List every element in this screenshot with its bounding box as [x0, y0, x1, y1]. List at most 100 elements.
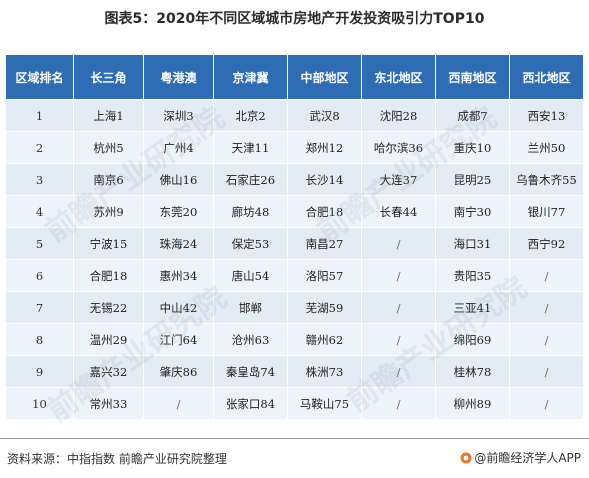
city-cell: 无锡22	[73, 291, 144, 324]
city-cell: 洛阳57	[287, 259, 362, 292]
city-cell: 乌鲁木齐55	[509, 163, 584, 196]
city-cell: 中山42	[143, 291, 214, 324]
city-cell: 嘉兴32	[73, 355, 144, 388]
table-row: 8 温州29 江门64 沧州63 赣州62/绵阳69/	[5, 323, 584, 356]
qianzhan-logo-icon	[460, 452, 472, 464]
city-cell: 东莞20	[143, 195, 214, 228]
ranking-table: 区域排名 长三角 粤港澳 京津冀 中部地区 东北地区 西南地区 西北地区 1 上海…	[5, 54, 584, 420]
rank-cell: 3	[5, 163, 74, 196]
table-row: 1 上海1 深圳3 北京2 武汉8 沈阳28 成都7 西安13	[5, 99, 584, 132]
chart-title: 图表5：2020年不同区域城市房地产开发投资吸引力TOP10	[104, 11, 485, 27]
city-cell: 唐山54	[213, 259, 288, 292]
city-cell: 廊坊48	[213, 195, 288, 228]
city-cell: 成都7	[435, 99, 510, 132]
city-cell: 温州29	[73, 323, 144, 356]
city-cell: 惠州34	[143, 259, 214, 292]
city-cell: /	[509, 291, 584, 324]
city-cell: 柳州89	[435, 387, 510, 420]
city-cell: 长沙14	[287, 163, 362, 196]
table-row: 2 杭州5 广州4 天津11 郑州12 哈尔滨36 重庆10 兰州50	[5, 131, 584, 164]
city-cell: 广州4	[143, 131, 214, 164]
table-row: 7 无锡22 中山42 邯郸 芜湖59/三亚41/	[5, 291, 584, 324]
city-cell: 桂林78	[435, 355, 510, 388]
city-cell: 苏州9	[73, 195, 144, 228]
city-cell: 沧州63	[213, 323, 288, 356]
city-cell: 保定53	[213, 227, 288, 260]
city-cell: 宁波15	[73, 227, 144, 260]
city-cell: 肇庆86	[143, 355, 214, 388]
city-cell: 郑州12	[287, 131, 362, 164]
city-cell: 佛山16	[143, 163, 214, 196]
city-cell: /	[509, 387, 584, 420]
city-cell: /	[361, 259, 436, 292]
rank-cell: 7	[5, 291, 74, 324]
city-cell: 石家庄26	[213, 163, 288, 196]
city-cell: 西安13	[509, 99, 584, 132]
rank-cell: 8	[5, 323, 74, 356]
footer-divider	[0, 438, 589, 439]
rank-cell: 2	[5, 131, 74, 164]
rank-cell: 9	[5, 355, 74, 388]
city-cell: /	[143, 387, 214, 420]
city-cell: 秦皇岛74	[213, 355, 288, 388]
city-cell: 南京6	[73, 163, 144, 196]
city-cell: /	[361, 291, 436, 324]
city-cell: 合肥18	[287, 195, 362, 228]
ranking-table-container: 区域排名 长三角 粤港澳 京津冀 中部地区 东北地区 西南地区 西北地区 1 上海…	[5, 54, 584, 420]
brand-credit: @前瞻经济学人APP	[460, 449, 581, 466]
city-cell: 沈阳28	[361, 99, 436, 132]
rank-cell: 4	[5, 195, 74, 228]
city-cell: 珠海24	[143, 227, 214, 260]
city-cell: 马鞍山75	[287, 387, 362, 420]
rank-cell: 5	[5, 227, 74, 260]
table-row: 6 合肥18 惠州34 唐山54 洛阳57/贵阳35/	[5, 259, 584, 292]
header-jingjinji: 京津冀	[213, 54, 288, 100]
city-cell: 江门64	[143, 323, 214, 356]
source-note: 资料来源：中指指数 前瞻产业研究院整理	[7, 452, 227, 466]
header-southwest: 西南地区	[435, 54, 510, 100]
header-rank: 区域排名	[5, 54, 74, 100]
city-cell: 南宁30	[435, 195, 510, 228]
city-cell: 株洲73	[287, 355, 362, 388]
rank-cell: 10	[5, 387, 74, 420]
city-cell: 哈尔滨36	[361, 131, 436, 164]
city-cell: 常州33	[73, 387, 144, 420]
city-cell: 昆明25	[435, 163, 510, 196]
city-cell: 武汉8	[287, 99, 362, 132]
city-cell: 北京2	[213, 99, 288, 132]
city-cell: 张家口84	[213, 387, 288, 420]
city-cell: 合肥18	[73, 259, 144, 292]
rank-cell: 6	[5, 259, 74, 292]
table-row: 5 宁波15 珠海24 保定53 南昌27/海口31 西宁92	[5, 227, 584, 260]
table-row: 3 南京6 佛山16 石家庄26 长沙14 大连37 昆明25 乌鲁木齐55	[5, 163, 584, 196]
city-cell: 西宁92	[509, 227, 584, 260]
table-row: 9 嘉兴32 肇庆86 秦皇岛74 株洲73/桂林78/	[5, 355, 584, 388]
city-cell: 赣州62	[287, 323, 362, 356]
city-cell: 上海1	[73, 99, 144, 132]
city-cell: /	[361, 227, 436, 260]
table-header-row: 区域排名 长三角 粤港澳 京津冀 中部地区 东北地区 西南地区 西北地区	[5, 54, 584, 100]
city-cell: 深圳3	[143, 99, 214, 132]
city-cell: 南昌27	[287, 227, 362, 260]
city-cell: 重庆10	[435, 131, 510, 164]
city-cell: 兰州50	[509, 131, 584, 164]
city-cell: 贵阳35	[435, 259, 510, 292]
city-cell: /	[361, 387, 436, 420]
city-cell: 杭州5	[73, 131, 144, 164]
city-cell: 长春44	[361, 195, 436, 228]
city-cell: 三亚41	[435, 291, 510, 324]
city-cell: /	[509, 259, 584, 292]
city-cell: 邯郸	[213, 291, 288, 324]
table-row: 4 苏州9 东莞20 廊坊48 合肥18 长春44 南宁30 银川77	[5, 195, 584, 228]
city-cell: 海口31	[435, 227, 510, 260]
table-body: 1 上海1 深圳3 北京2 武汉8 沈阳28 成都7 西安13 2 杭州5 广州4 天津11 郑州12 哈…	[5, 99, 584, 420]
city-cell: /	[509, 355, 584, 388]
city-cell: 芜湖59	[287, 291, 362, 324]
city-cell: 大连37	[361, 163, 436, 196]
city-cell: /	[509, 323, 584, 356]
brand-label: @前瞻经济学人APP	[474, 451, 581, 465]
header-greater-bay: 粤港澳	[143, 54, 214, 100]
table-row: 10 常州33/张家口84 马鞍山75/柳州89/	[5, 387, 584, 420]
header-northwest: 西北地区	[509, 54, 584, 100]
city-cell: 天津11	[213, 131, 288, 164]
